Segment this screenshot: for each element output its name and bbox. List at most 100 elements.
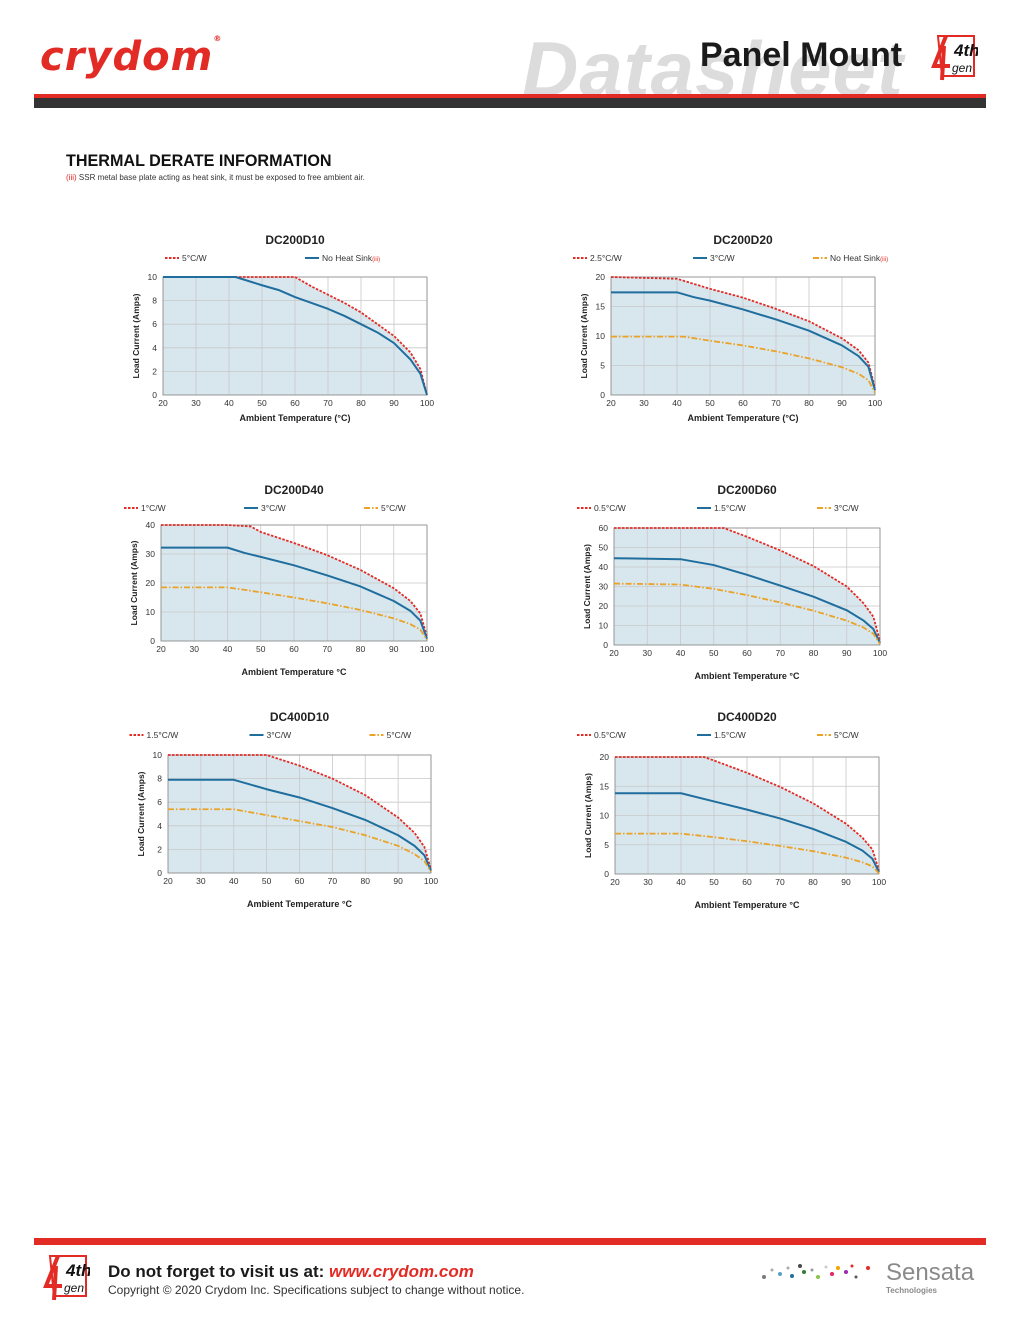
series-line-2 [161,586,428,641]
series-line-1 [613,557,881,644]
y-tick-label: 40 [146,520,156,530]
y-axis-label: Load Current (Amps) [583,773,593,858]
plot-frame [167,754,432,874]
y-tick-label: 40 [599,562,609,572]
y-tick-label: 4 [157,821,162,831]
series-line-0 [610,276,876,389]
y-axis-label: Load Current (Amps) [579,293,589,378]
y-tick-label: 8 [152,296,157,306]
registered-mark: ® [213,34,223,43]
y-tick-label: 50 [599,543,609,553]
x-tick-label: 80 [361,876,371,886]
series-line-0 [615,756,880,871]
chart-title: DC200D10 [265,233,325,247]
x-tick-label: 50 [709,648,719,658]
legend-label: 3°C/W [267,730,292,740]
y-tick-label: 8 [157,774,162,784]
x-axis-label: Ambient Temperature °C [247,899,352,909]
y-tick-label: 10 [599,621,609,631]
x-tick-label: 80 [804,398,814,408]
series-line-2 [613,582,881,645]
legend-label: 1.5°C/W [714,503,746,513]
series-line-0 [161,524,428,637]
y-tick-label: 60 [599,523,609,533]
y-tick-label: 15 [596,302,606,312]
x-tick-label: 100 [424,876,438,886]
x-tick-label: 80 [809,648,819,658]
x-tick-label: 90 [389,644,399,654]
x-tick-label: 60 [742,648,752,658]
x-tick-label: 40 [676,877,686,887]
legend-label: 5°C/W [834,730,859,740]
chart-title: DC400D20 [717,710,777,724]
y-tick-label: 0 [152,390,157,400]
legend-label: 3°C/W [261,503,286,513]
series-line-1 [168,778,432,872]
x-tick-label: 50 [705,398,715,408]
x-tick-label: 20 [156,644,166,654]
x-tick-label: 40 [676,648,686,658]
series-line-0 [168,754,432,870]
y-tick-label: 20 [596,272,606,282]
y-tick-label: 2 [152,366,157,376]
x-tick-label: 20 [163,876,173,886]
website-link[interactable]: www.crydom.com [329,1262,474,1281]
x-tick-label: 60 [289,644,299,654]
chart-title: DC400D10 [270,710,330,724]
x-axis-label: Ambient Temperature °C [695,671,800,681]
x-axis-label: Ambient Temperature (°C) [240,413,351,423]
chart-title: DC200D60 [717,483,777,497]
y-tick-label: 5 [604,840,609,850]
series-line-0 [614,527,881,642]
x-tick-label: 20 [158,398,168,408]
series-line-1 [611,291,876,391]
footer-badge-bottom-text: gen [64,1281,84,1295]
x-tick-label: 90 [842,648,852,658]
x-tick-label: 40 [223,644,233,654]
legend-suffix: (iii) [880,257,888,263]
chart-dc200d60: DC200D60 0.5°C/W 1.5°C/W 3°C/W 20 30 40 50 60 70 8… [577,483,887,681]
x-tick-label: 100 [873,648,887,658]
y-tick-label: 2 [157,844,162,854]
y-tick-label: 0 [603,640,608,650]
x-tick-label: 90 [841,877,851,887]
plot-frame [613,527,881,646]
footer-badge-top-text: 4th [65,1261,90,1280]
chart-title: DC200D20 [713,233,773,247]
x-tick-label: 90 [837,398,847,408]
y-tick-label: 0 [600,390,605,400]
x-tick-label: 70 [771,398,781,408]
series-line-2 [168,808,432,873]
x-tick-label: 50 [256,644,266,654]
x-tick-label: 30 [643,877,653,887]
x-tick-label: 40 [229,876,239,886]
x-axis-label: Ambient Temperature (°C) [688,413,799,423]
y-tick-label: 30 [599,582,609,592]
x-tick-label: 100 [872,877,886,887]
4th-gen-badge-icon: 4th gen [931,35,978,81]
footer-rule [34,1238,986,1245]
y-axis-label: Load Current (Amps) [136,771,146,856]
series-line-1 [615,792,880,873]
y-tick-label: 10 [146,607,156,617]
y-tick-label: 30 [146,549,156,559]
series-line-2 [615,832,880,875]
y-tick-label: 6 [152,319,157,329]
x-tick-label: 20 [609,648,619,658]
series-line-1 [161,546,428,640]
x-axis-label: Ambient Temperature °C [695,900,800,910]
x-tick-label: 70 [328,876,338,886]
section-note: (iii) SSR metal base plate acting as hea… [66,173,365,182]
note-ref: (iii) [66,173,77,182]
x-tick-label: 60 [290,398,300,408]
x-tick-label: 60 [742,877,752,887]
legend-suffix: (iii) [372,257,380,263]
header-rule-dark [34,98,986,108]
copyright: Copyright © 2020 Crydom Inc. Specificati… [108,1283,525,1297]
legend-label: 3°C/W [710,253,735,263]
x-tick-label: 30 [196,876,206,886]
y-axis-label: Load Current (Amps) [131,293,141,378]
y-axis-label: Load Current (Amps) [582,544,592,629]
